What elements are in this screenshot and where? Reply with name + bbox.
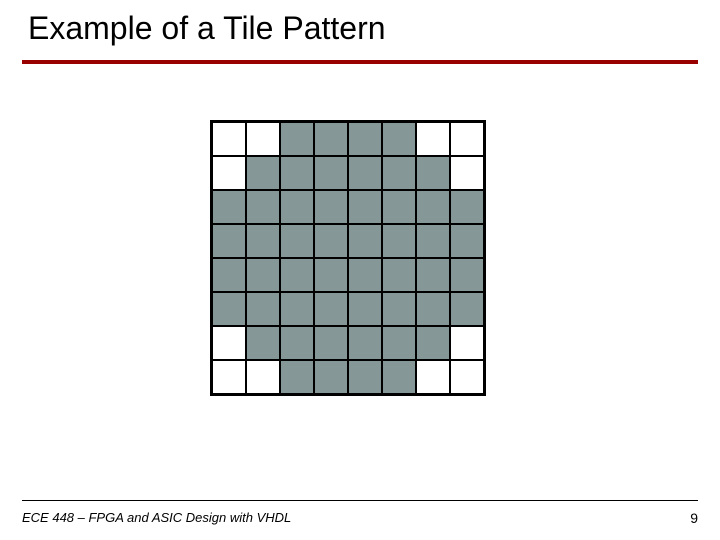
tile-cell [212, 292, 246, 326]
tile-grid [212, 122, 484, 394]
tile-cell [314, 258, 348, 292]
tile-cell [280, 258, 314, 292]
footer-text: ECE 448 – FPGA and ASIC Design with VHDL [22, 510, 291, 525]
tile-cell [280, 224, 314, 258]
tile-cell [450, 258, 484, 292]
tile-cell [416, 156, 450, 190]
tile-cell [416, 292, 450, 326]
tile-cell [246, 360, 280, 394]
tile-cell [416, 326, 450, 360]
tile-cell [314, 156, 348, 190]
tile-cell [416, 360, 450, 394]
tile-cell [212, 224, 246, 258]
tile-cell [450, 360, 484, 394]
tile-cell [382, 360, 416, 394]
tile-cell [382, 292, 416, 326]
tile-cell [450, 156, 484, 190]
tile-cell [246, 326, 280, 360]
tile-cell [212, 360, 246, 394]
tile-cell [348, 190, 382, 224]
tile-cell [246, 156, 280, 190]
tile-cell [314, 326, 348, 360]
tile-cell [280, 292, 314, 326]
title-underline [22, 60, 698, 64]
tile-cell [382, 258, 416, 292]
tile-cell [314, 190, 348, 224]
tile-cell [280, 156, 314, 190]
tile-cell [212, 190, 246, 224]
tile-cell [382, 122, 416, 156]
tile-cell [314, 122, 348, 156]
tile-cell [450, 190, 484, 224]
footer-rule [22, 500, 698, 501]
tile-cell [348, 292, 382, 326]
tile-cell [314, 292, 348, 326]
tile-cell [348, 224, 382, 258]
tile-cell [280, 360, 314, 394]
tile-cell [212, 122, 246, 156]
tile-cell [246, 190, 280, 224]
tile-cell [246, 224, 280, 258]
tile-cell [212, 258, 246, 292]
tile-cell [382, 326, 416, 360]
tile-cell [348, 360, 382, 394]
tile-cell [246, 122, 280, 156]
tile-cell [382, 224, 416, 258]
tile-cell [314, 360, 348, 394]
tile-cell [280, 326, 314, 360]
tile-cell [314, 224, 348, 258]
tile-cell [348, 326, 382, 360]
tile-cell [416, 122, 450, 156]
tile-grid-container [210, 120, 486, 396]
tile-cell [246, 292, 280, 326]
tile-cell [382, 156, 416, 190]
tile-cell [416, 258, 450, 292]
tile-cell [348, 156, 382, 190]
tile-cell [246, 258, 280, 292]
tile-cell [450, 292, 484, 326]
page-number: 9 [690, 510, 698, 526]
tile-cell [280, 122, 314, 156]
tile-cell [416, 224, 450, 258]
tile-cell [382, 190, 416, 224]
page-title: Example of a Tile Pattern [28, 10, 386, 47]
tile-cell [212, 326, 246, 360]
slide: Example of a Tile Pattern ECE 448 – FPGA… [0, 0, 720, 540]
tile-cell [212, 156, 246, 190]
tile-cell [450, 326, 484, 360]
tile-cell [280, 190, 314, 224]
tile-cell [348, 122, 382, 156]
tile-cell [416, 190, 450, 224]
tile-cell [348, 258, 382, 292]
tile-cell [450, 224, 484, 258]
tile-cell [450, 122, 484, 156]
